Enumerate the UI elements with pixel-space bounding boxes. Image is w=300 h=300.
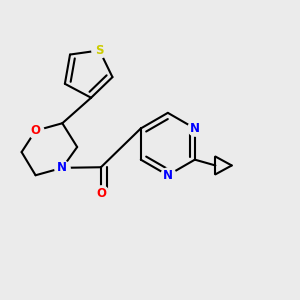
- Text: N: N: [163, 169, 173, 182]
- Text: O: O: [96, 187, 106, 200]
- Text: N: N: [57, 161, 67, 174]
- Text: S: S: [95, 44, 104, 57]
- Text: O: O: [31, 124, 40, 137]
- Text: N: N: [190, 122, 200, 135]
